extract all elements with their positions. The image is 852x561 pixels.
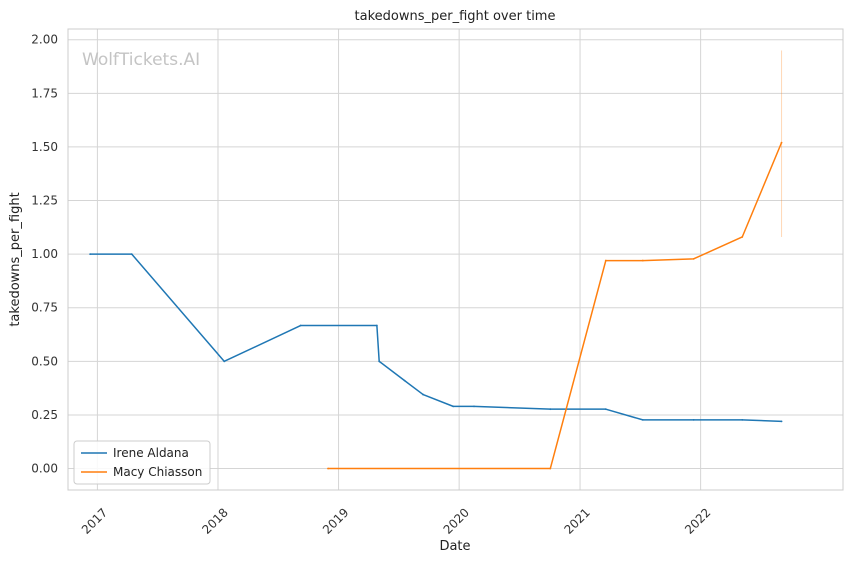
data-point-irene-aldana (741, 418, 744, 421)
x-tick-label: 2022 (682, 505, 713, 536)
data-point-irene-aldana (378, 360, 381, 363)
y-tick-label: 1.25 (31, 194, 58, 208)
x-tick-label: 2020 (441, 505, 472, 536)
x-tick-label: 2017 (79, 505, 110, 536)
data-point-irene-aldana (641, 418, 644, 421)
plot-frame (67, 28, 844, 491)
x-tick-label: 2019 (320, 505, 351, 536)
data-point-macy-chiasson (780, 141, 783, 144)
series-line-irene-aldana (90, 253, 782, 423)
data-point-irene-aldana (223, 360, 226, 363)
data-point-irene-aldana (452, 405, 455, 408)
y-tick-label: 1.00 (31, 247, 58, 261)
data-point-irene-aldana (780, 420, 783, 423)
legend-box (73, 440, 211, 485)
data-point-macy-chiasson (692, 257, 695, 260)
y-tick-labels: 0.00 0.25 0.50 0.75 1.00 1.25 1.50 1.75 2.00 (31, 33, 58, 476)
data-point-irene-aldana (692, 418, 695, 421)
data-point-macy-chiasson (604, 259, 607, 262)
grid (68, 29, 843, 490)
series-macy-chiasson (327, 50, 783, 470)
data-point-irene-aldana (604, 408, 607, 411)
data-point-macy-chiasson (327, 467, 329, 470)
legend-label-irene-aldana: Irene Aldana (113, 446, 189, 460)
series-layer (89, 50, 783, 470)
x-tick-label: 2018 (199, 505, 230, 536)
y-tick-label: 1.50 (31, 140, 58, 154)
data-point-irene-aldana (130, 253, 133, 256)
x-tick-labels: 2017 2018 2019 2020 2021 2022 (79, 505, 714, 536)
data-point-irene-aldana (549, 408, 552, 411)
chart-title: takedowns_per_fight over time (355, 9, 556, 24)
y-axis-title: takedowns_per_fight (8, 192, 23, 326)
y-tick-label: 0.00 (31, 462, 58, 476)
data-point-macy-chiasson (741, 236, 744, 238)
legend-label-macy-chiasson: Macy Chiasson (113, 465, 202, 479)
data-point-irene-aldana (89, 253, 92, 256)
watermark: WolfTickets.AI (82, 50, 200, 70)
y-tick-label: 0.25 (31, 408, 58, 422)
y-tick-label: 1.75 (31, 86, 58, 100)
legend: Irene Aldana Macy Chiasson (73, 440, 211, 485)
series-irene-aldana (89, 253, 783, 423)
data-point-macy-chiasson (641, 259, 644, 262)
data-point-macy-chiasson (549, 467, 552, 470)
data-point-irene-aldana (403, 379, 406, 382)
x-axis-title: Date (439, 539, 470, 554)
y-tick-label: 2.00 (31, 33, 58, 47)
y-tick-label: 0.50 (31, 354, 58, 368)
x-tick-label: 2021 (561, 505, 592, 536)
data-point-irene-aldana (375, 324, 378, 327)
data-point-irene-aldana (473, 405, 475, 408)
data-point-irene-aldana (422, 393, 425, 396)
data-point-irene-aldana (299, 324, 302, 327)
y-tick-label: 0.75 (31, 301, 58, 315)
